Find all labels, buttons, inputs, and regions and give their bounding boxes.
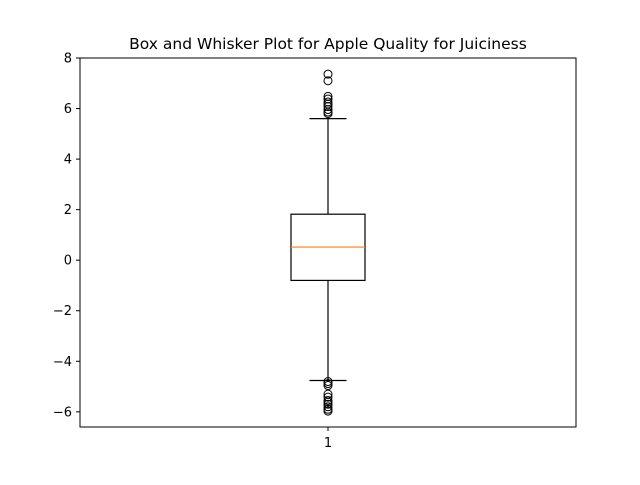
y-tick-label: 0 <box>64 254 72 269</box>
y-tick-label: −4 <box>53 355 72 370</box>
chart-title: Box and Whisker Plot for Apple Quality f… <box>129 35 527 53</box>
outlier-point <box>323 392 333 402</box>
outlier-point <box>323 105 333 115</box>
y-tick-label: 2 <box>64 203 72 218</box>
outlier-point <box>323 381 333 391</box>
outlier-point <box>323 109 333 119</box>
y-tick-label: 8 <box>64 52 72 67</box>
outlier-point <box>323 399 333 409</box>
plot-area: −6 −4 −2 0 2 4 6 8 1 <box>53 52 577 451</box>
outlier-point <box>323 69 333 79</box>
outlier-point <box>323 76 333 86</box>
outlier-point <box>323 402 333 412</box>
outlier-point <box>323 406 333 416</box>
outlier-point <box>323 102 333 112</box>
y-tick-label: 4 <box>64 153 72 168</box>
x-tick-label: 1 <box>324 436 332 451</box>
y-tick-label: 6 <box>64 102 72 117</box>
y-tick-label: −2 <box>53 304 72 319</box>
y-tick-label: −6 <box>53 405 72 420</box>
